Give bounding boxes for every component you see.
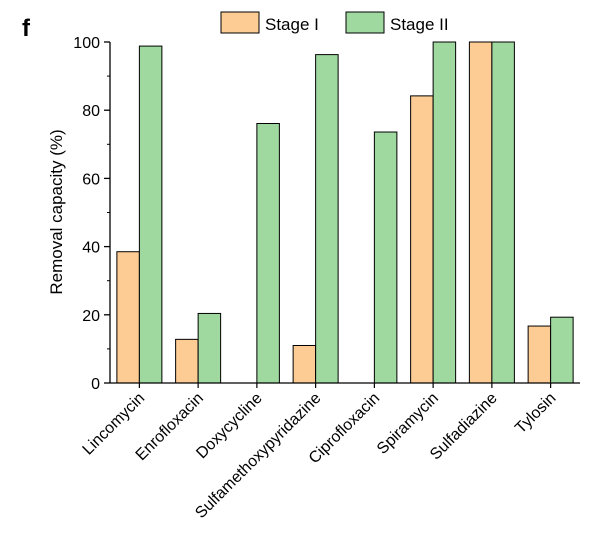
x-ticks-group: LincomycinEnrofloxacinDoxycyclineSulfame…: [80, 383, 559, 522]
legend-label-stage-2: Stage II: [390, 15, 449, 34]
bar-stage-2-sulfamethoxypyridazine: [315, 54, 339, 384]
bars-group: [116, 41, 574, 384]
legend-swatch-stage-1: [220, 11, 260, 34]
bar-stage-2-sulfadiazine: [491, 41, 515, 384]
legend-label-stage-1: Stage I: [265, 15, 319, 34]
bar-stage-1-tylosin: [527, 325, 552, 384]
bar-stage-1-lincomycin: [116, 251, 140, 384]
bar-stage-2-tylosin: [550, 316, 574, 384]
y-axis-title: Removal capacity (%): [47, 129, 66, 294]
legend: Stage I Stage II: [220, 11, 449, 34]
y-tick-label: 80: [82, 103, 100, 120]
bar-stage-1-spiramycin: [410, 95, 434, 384]
bar-stage-1-enrofloxacin: [175, 338, 199, 384]
y-tick-label: 60: [82, 171, 100, 188]
y-tick-label: 100: [73, 35, 100, 52]
bar-stage-2-spiramycin: [432, 41, 457, 384]
bar-stage-2-lincomycin: [138, 45, 163, 384]
y-tick-label: 20: [82, 308, 100, 325]
legend-swatch-stage-2: [345, 11, 385, 34]
bar-stage-1-sulfadiazine: [468, 41, 493, 384]
x-tick-label: Sulfamethoxypyridazine: [192, 390, 324, 522]
y-tick-label: 40: [82, 240, 100, 257]
y-ticks-group: 0 20 40 60 80 100: [73, 35, 110, 393]
bar-stage-2-enrofloxacin: [197, 312, 222, 384]
bar-stage-2-ciprofloxacin: [373, 131, 398, 384]
x-tick-label: Tylosin: [512, 390, 559, 437]
bar-stage-1-sulfamethoxypyridazine: [292, 344, 317, 384]
bar-stage-2-doxycycline: [256, 123, 280, 384]
panel-label: f: [22, 15, 31, 42]
y-tick-label: 0: [91, 376, 100, 393]
